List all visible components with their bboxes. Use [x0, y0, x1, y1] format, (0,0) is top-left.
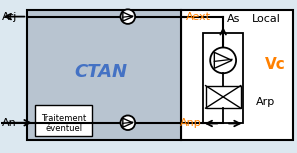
Text: An: An — [2, 118, 17, 128]
Bar — [35, 105, 92, 136]
Text: Vc: Vc — [265, 57, 286, 72]
Text: Arj: Arj — [2, 12, 18, 22]
Ellipse shape — [121, 9, 135, 24]
Ellipse shape — [210, 47, 236, 73]
Ellipse shape — [121, 116, 135, 130]
Bar — [206, 86, 241, 108]
Text: CTAN: CTAN — [75, 63, 128, 81]
Text: Arp: Arp — [256, 97, 276, 106]
Bar — [181, 10, 293, 140]
Bar — [203, 33, 243, 123]
Bar — [27, 10, 181, 140]
Text: Traitement: Traitement — [41, 114, 86, 123]
Text: As: As — [227, 14, 240, 24]
Text: éventuel: éventuel — [45, 124, 82, 133]
Text: Aext: Aext — [185, 12, 211, 22]
Text: Local: Local — [252, 14, 281, 24]
Text: Anp: Anp — [180, 118, 202, 128]
